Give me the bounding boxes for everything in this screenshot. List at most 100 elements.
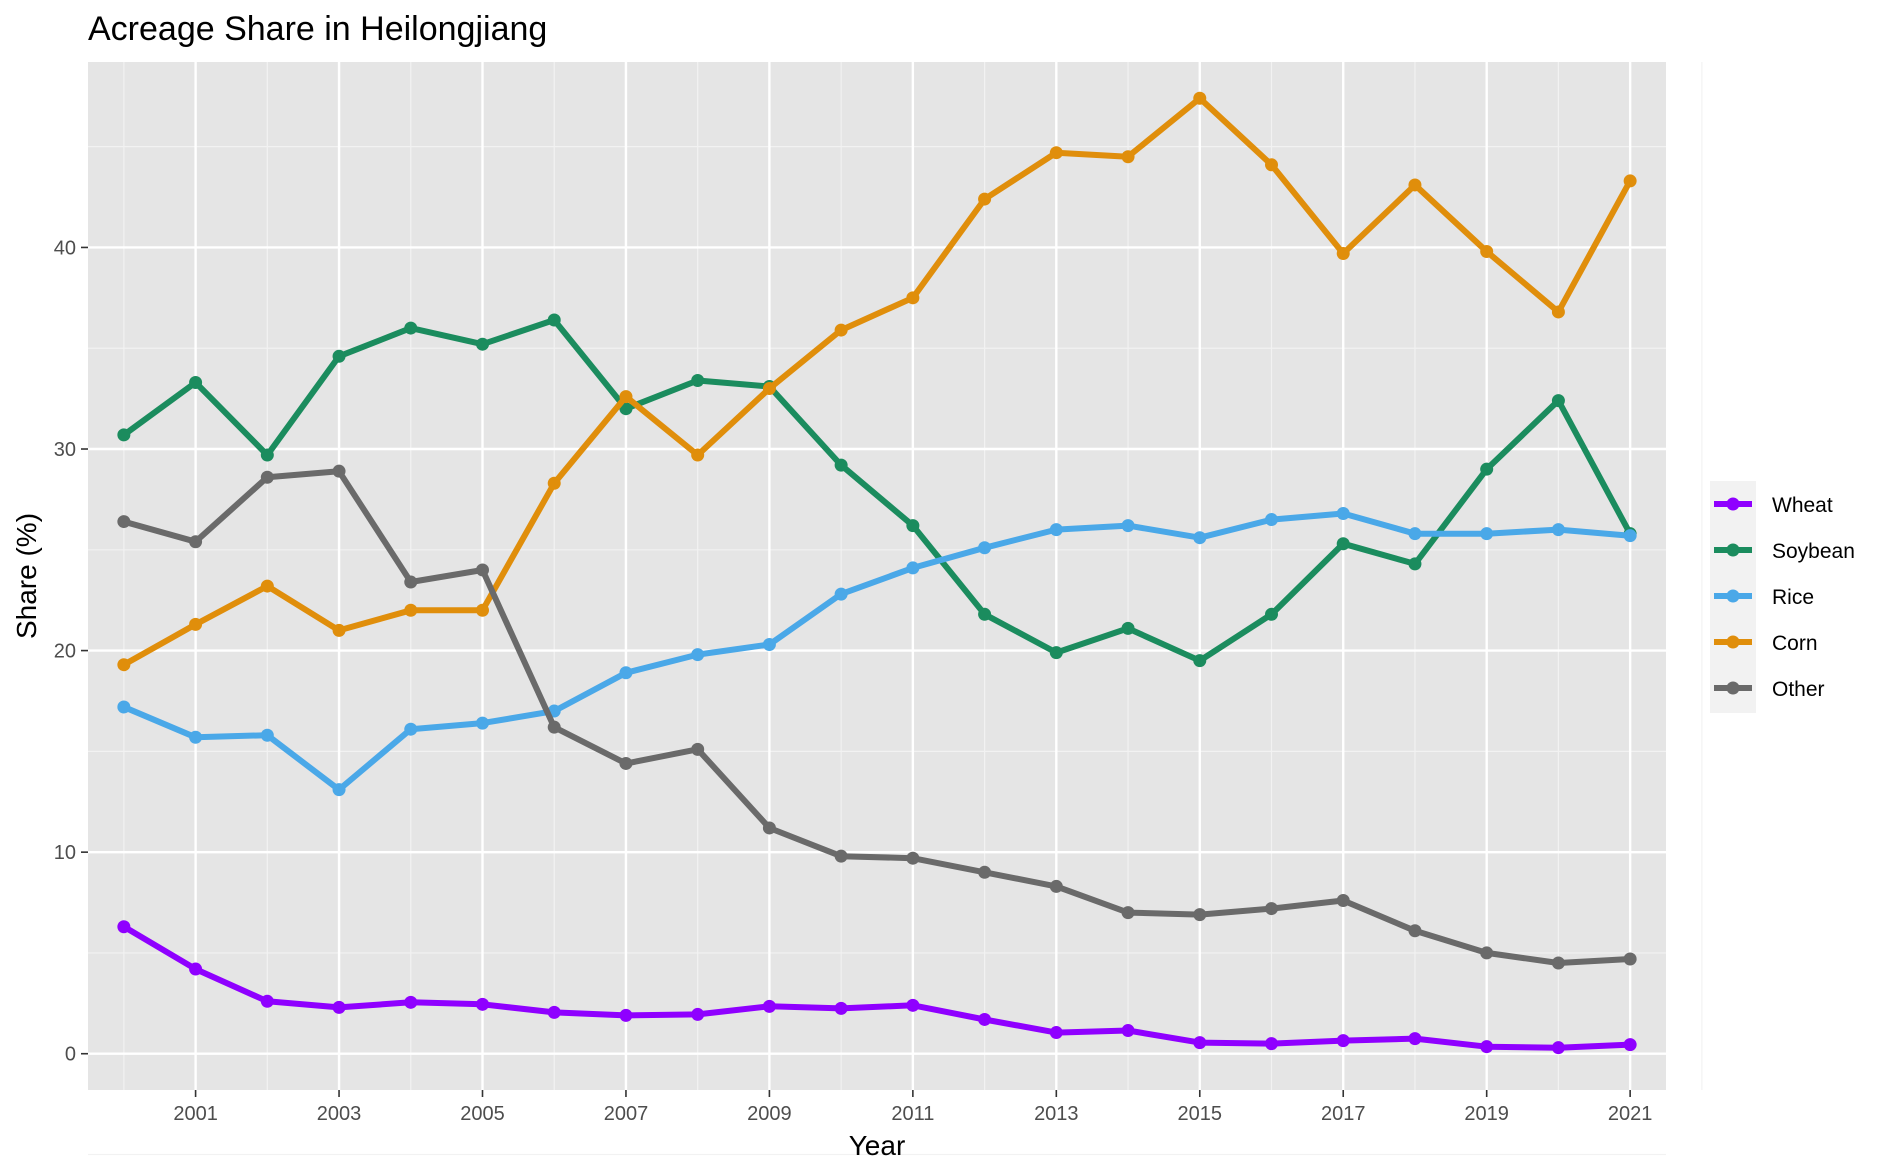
series-point-soybean: [117, 428, 131, 442]
series-point-wheat: [1265, 1037, 1278, 1051]
series-point-corn: [1408, 178, 1422, 192]
series-point-rice: [189, 730, 203, 744]
series-point-soybean: [619, 402, 633, 416]
series-point-soybean: [834, 458, 848, 472]
series-point-soybean: [978, 607, 992, 621]
series-point-corn: [1623, 174, 1637, 188]
x-tick-label: 2019: [1464, 1103, 1509, 1125]
legend-label-wheat: Wheat: [1772, 494, 1833, 517]
series-point-wheat: [978, 1012, 992, 1026]
series-line-soybean: [120, 317, 1634, 664]
series-point-soybean: [1121, 621, 1135, 635]
x-axis: 2001 2003 2005 2007 2009 2011 2013 2015 2017 2019…: [173, 1090, 1652, 1125]
series-point-rice: [834, 587, 848, 601]
series-point-wheat: [834, 1001, 848, 1015]
series-point-corn: [1265, 158, 1278, 172]
series-point-other: [117, 515, 131, 529]
x-tick-label: 2001: [173, 1103, 218, 1125]
series-point-other: [1336, 894, 1350, 908]
series-point-rice: [1121, 519, 1135, 533]
series-line-other: [120, 468, 1634, 966]
series-point-corn: [404, 603, 418, 617]
series-point-other: [1049, 879, 1063, 893]
series-point-corn: [1193, 91, 1207, 105]
series-point-corn: [332, 623, 346, 637]
legend: Wheat Soybean Rice Corn Other: [1710, 481, 1855, 713]
series-point-wheat: [906, 998, 920, 1012]
legend-key-point-other: [1726, 681, 1740, 695]
series-point-rice: [260, 728, 274, 742]
series-point-soybean: [1408, 557, 1422, 571]
y-axis: 0 10 20 30 40: [54, 237, 88, 1066]
series-point-other: [1623, 952, 1637, 966]
series-point-rice: [1623, 529, 1637, 543]
series-point-soybean: [189, 375, 203, 389]
series-point-rice: [762, 638, 776, 652]
x-tick-label: 2005: [460, 1103, 505, 1125]
series-point-other: [1121, 906, 1135, 920]
series-point-corn: [691, 448, 705, 462]
series-point-soybean: [332, 349, 346, 363]
series-point-other: [834, 849, 848, 863]
series-point-corn: [1336, 246, 1350, 260]
series-point-corn: [1049, 146, 1063, 160]
x-tick-label: 2011: [891, 1103, 934, 1125]
series-point-rice: [1193, 531, 1207, 545]
series-point-soybean: [1193, 654, 1207, 668]
legend-key-point-wheat: [1726, 497, 1740, 511]
series-point-other: [476, 563, 489, 577]
legend-label-soybean: Soybean: [1772, 540, 1855, 563]
series-point-rice: [1551, 523, 1565, 537]
series-point-wheat: [1408, 1032, 1422, 1046]
series-line-corn: [120, 95, 1634, 668]
series-point-wheat: [762, 999, 776, 1013]
series-line-wheat: [120, 923, 1634, 1051]
series-point-soybean: [691, 373, 705, 387]
series-point-other: [1551, 956, 1565, 970]
legend-label-other: Other: [1772, 678, 1825, 701]
series-point-other: [1193, 908, 1207, 922]
series-point-wheat: [1480, 1040, 1494, 1054]
series-point-other: [260, 470, 274, 484]
series-point-corn: [547, 476, 561, 490]
series-point-rice: [476, 716, 489, 730]
series-point-other: [1265, 902, 1278, 916]
series-point-wheat: [1623, 1038, 1637, 1052]
y-tick-label: 30: [54, 439, 76, 461]
series-point-wheat: [619, 1008, 633, 1022]
series-point-wheat: [332, 1000, 346, 1014]
series-point-wheat: [1551, 1041, 1565, 1055]
legend-label-corn: Corn: [1772, 632, 1818, 655]
series-point-corn: [1480, 244, 1494, 258]
x-axis-title: Year: [849, 1130, 906, 1161]
series-point-other: [332, 464, 346, 478]
series-point-rice: [404, 722, 418, 736]
x-tick-label: 2007: [604, 1103, 649, 1125]
series-point-soybean: [1551, 394, 1565, 408]
series-point-soybean: [1265, 607, 1278, 621]
series-point-soybean: [547, 313, 561, 327]
series-point-soybean: [906, 519, 920, 533]
plot-panel: [88, 62, 1666, 1090]
series-point-soybean: [260, 448, 274, 462]
series-line-rice: [120, 510, 1634, 793]
series-point-wheat: [547, 1005, 561, 1019]
series-point-other: [547, 720, 561, 734]
y-tick-label: 10: [54, 842, 76, 864]
chart-title: Acreage Share in Heilongjiang: [88, 10, 547, 48]
series-point-soybean: [1336, 537, 1350, 551]
series-point-rice: [619, 666, 633, 680]
x-tick-label: 2015: [1178, 1103, 1223, 1125]
series-point-rice: [978, 541, 992, 555]
legend-key-point-rice: [1726, 589, 1740, 603]
legend-key-point-soybean: [1726, 543, 1740, 557]
x-tick-label: 2009: [747, 1103, 792, 1125]
x-tick-label: 2021: [1608, 1103, 1653, 1125]
legend-label-rice: Rice: [1772, 586, 1814, 609]
y-tick-label: 20: [54, 641, 76, 663]
series-point-wheat: [1049, 1026, 1063, 1040]
series-point-corn: [1121, 150, 1135, 164]
series-point-wheat: [1121, 1024, 1135, 1038]
series-point-rice: [1265, 513, 1278, 527]
